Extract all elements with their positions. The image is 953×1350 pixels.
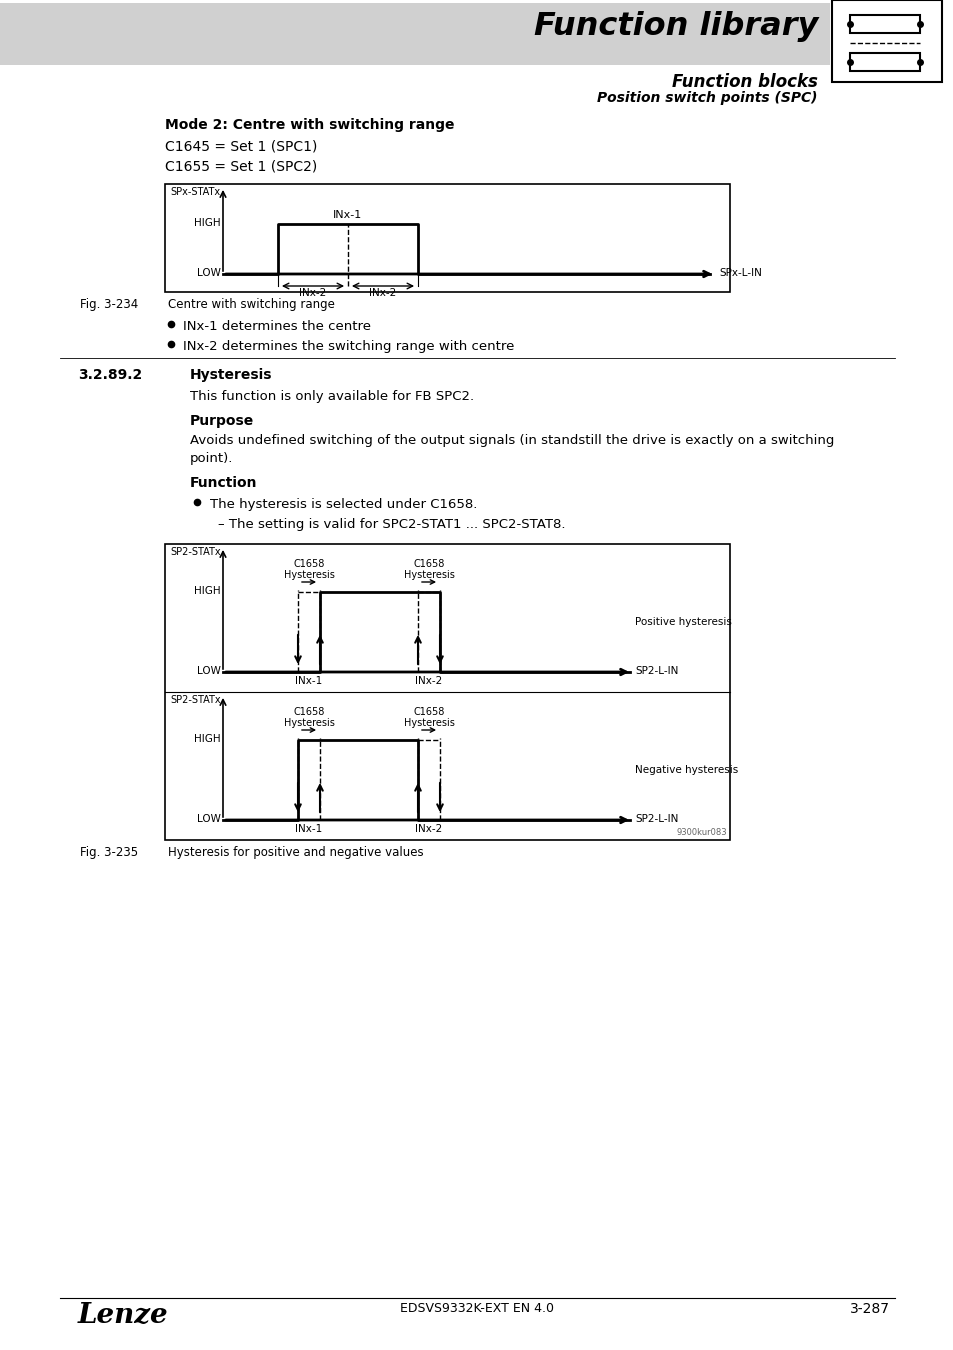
Bar xyxy=(849,15,919,32)
Text: INx-2: INx-2 xyxy=(299,288,326,298)
Text: Mode 2: Centre with switching range: Mode 2: Centre with switching range xyxy=(165,117,454,132)
Text: Centre with switching range: Centre with switching range xyxy=(168,298,335,311)
Text: C1645 = Set 1 (SPC1): C1645 = Set 1 (SPC1) xyxy=(165,140,317,154)
Bar xyxy=(849,53,919,72)
Text: INx-2: INx-2 xyxy=(369,288,396,298)
Text: INx-2 determines the switching range with centre: INx-2 determines the switching range wit… xyxy=(183,340,514,352)
Text: Position switch points (SPC): Position switch points (SPC) xyxy=(597,90,817,105)
Text: C1658: C1658 xyxy=(413,559,444,568)
Text: C1658: C1658 xyxy=(293,707,324,717)
Text: INx-1: INx-1 xyxy=(295,676,322,686)
Text: Fig. 3-234: Fig. 3-234 xyxy=(80,298,138,311)
Text: This function is only available for FB SPC2.: This function is only available for FB S… xyxy=(190,390,474,404)
Text: Fig. 3-235: Fig. 3-235 xyxy=(80,846,138,859)
Text: C1655 = Set 1 (SPC2): C1655 = Set 1 (SPC2) xyxy=(165,161,317,174)
Bar xyxy=(831,0,941,82)
Text: HIGH: HIGH xyxy=(194,586,221,595)
Text: Function library: Function library xyxy=(533,11,817,42)
Bar xyxy=(165,544,729,840)
Text: INx-1 determines the centre: INx-1 determines the centre xyxy=(183,320,371,333)
Text: HIGH: HIGH xyxy=(194,734,221,744)
Text: Hysteresis for positive and negative values: Hysteresis for positive and negative val… xyxy=(168,846,423,859)
Text: INx-2: INx-2 xyxy=(415,824,442,834)
Text: C1658: C1658 xyxy=(413,707,444,717)
Text: LOW: LOW xyxy=(197,814,221,824)
Text: Hysteresis: Hysteresis xyxy=(403,718,454,728)
Text: HIGH: HIGH xyxy=(194,217,221,228)
Text: SP2-STATx: SP2-STATx xyxy=(171,695,221,705)
Text: Function: Function xyxy=(190,477,257,490)
Text: SPx-L-IN: SPx-L-IN xyxy=(719,269,761,278)
Text: INx-1: INx-1 xyxy=(295,824,322,834)
Text: – The setting is valid for SPC2-STAT1 ... SPC2-STAT8.: – The setting is valid for SPC2-STAT1 ..… xyxy=(218,518,565,531)
Text: C1658: C1658 xyxy=(293,559,324,568)
Text: SP2-STATx: SP2-STATx xyxy=(171,547,221,558)
Bar xyxy=(0,3,829,65)
Text: Negative hysteresis: Negative hysteresis xyxy=(635,765,738,775)
Text: 3-287: 3-287 xyxy=(849,1301,889,1316)
Text: Positive hysteresis: Positive hysteresis xyxy=(635,617,731,626)
Text: Lenze: Lenze xyxy=(78,1301,169,1328)
Text: SP2-L-IN: SP2-L-IN xyxy=(635,666,678,676)
Text: point).: point). xyxy=(190,452,233,464)
Text: Hysteresis: Hysteresis xyxy=(403,570,454,580)
Text: Hysteresis: Hysteresis xyxy=(283,570,335,580)
Text: Purpose: Purpose xyxy=(190,414,254,428)
Text: 3.2.89.2: 3.2.89.2 xyxy=(78,369,142,382)
Text: Function blocks: Function blocks xyxy=(672,73,817,90)
Bar xyxy=(165,184,729,292)
Text: LOW: LOW xyxy=(197,666,221,676)
Text: LOW: LOW xyxy=(197,269,221,278)
Text: SP2-L-IN: SP2-L-IN xyxy=(635,814,678,824)
Text: EDSVS9332K-EXT EN 4.0: EDSVS9332K-EXT EN 4.0 xyxy=(399,1301,554,1315)
Text: SPx-STATx: SPx-STATx xyxy=(171,188,221,197)
Text: Hysteresis: Hysteresis xyxy=(190,369,273,382)
Text: INx-1: INx-1 xyxy=(333,211,362,220)
Text: Avoids undefined switching of the output signals (in standstill the drive is exa: Avoids undefined switching of the output… xyxy=(190,433,834,447)
Text: INx-2: INx-2 xyxy=(415,676,442,686)
Text: 9300kur083: 9300kur083 xyxy=(676,828,726,837)
Text: Hysteresis: Hysteresis xyxy=(283,718,335,728)
Text: The hysteresis is selected under C1658.: The hysteresis is selected under C1658. xyxy=(210,498,476,512)
